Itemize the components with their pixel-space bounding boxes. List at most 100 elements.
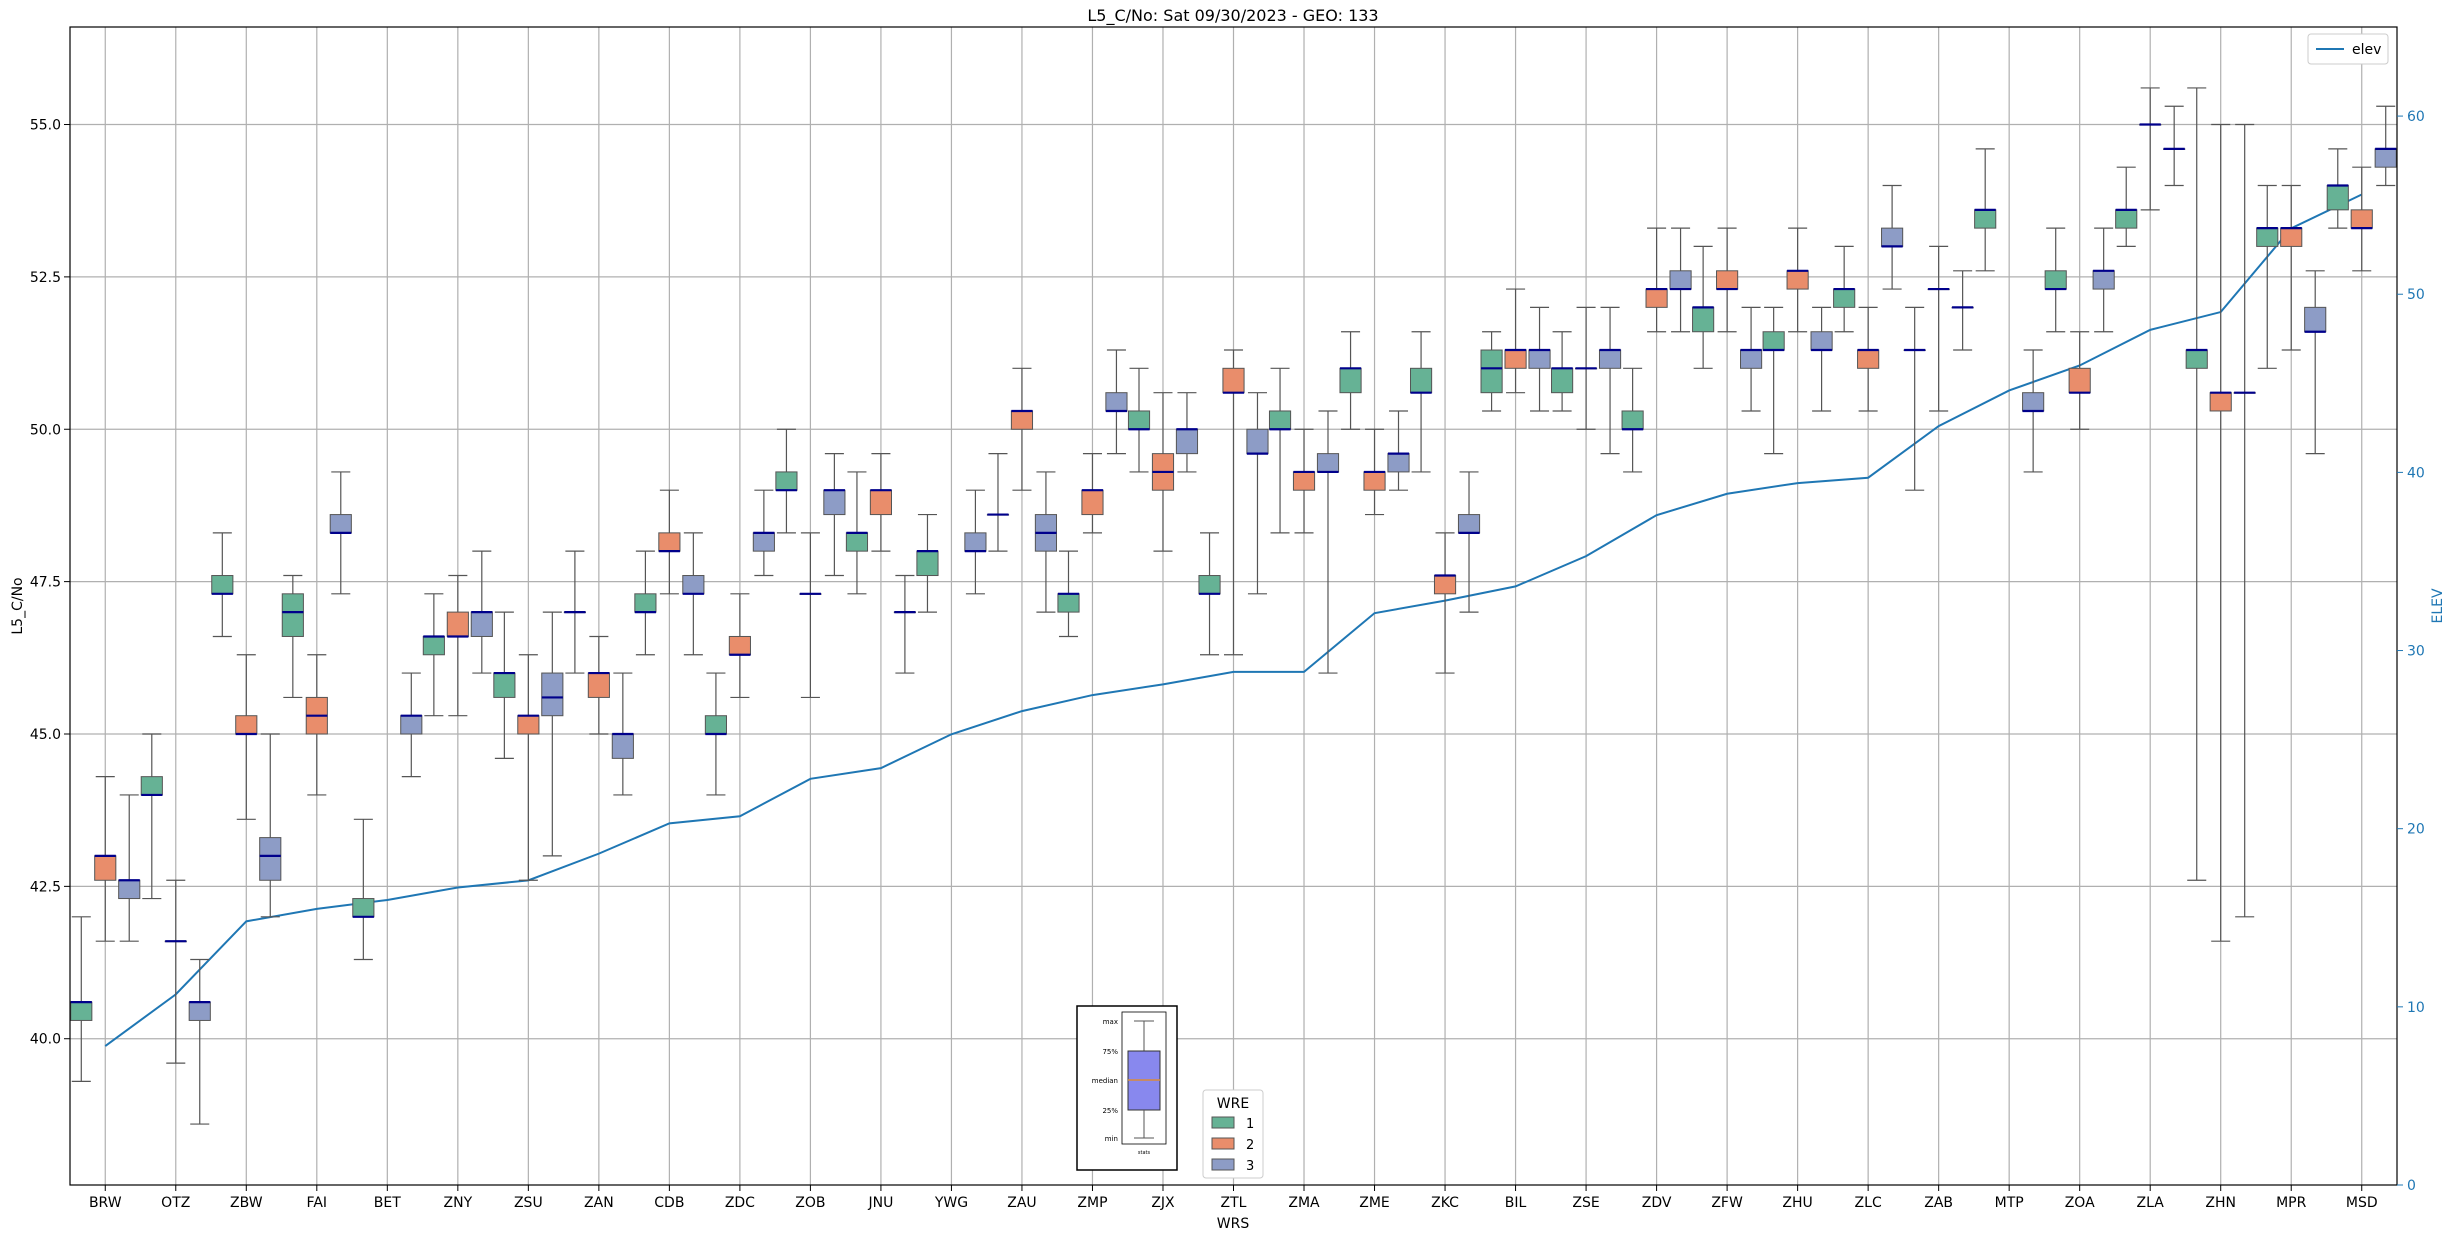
elev-line: [104, 193, 2363, 1047]
box-iqr: [634, 593, 657, 613]
box-iqr: [1316, 453, 1340, 473]
wre-legend-frame: [1202, 1089, 1264, 1179]
elev-legend-label: elev: [2352, 42, 2381, 58]
box-iqr: [1339, 367, 1362, 394]
box-iqr: [1645, 288, 1668, 308]
box-iqr: [752, 532, 775, 552]
x-tick-label: BIL: [1505, 1195, 1527, 1211]
box-iqr: [2350, 209, 2373, 229]
box-BRW-wre3: [118, 794, 141, 942]
tick-layer: BRW OTZ ZBW FAI BET ZNY ZSU ZAN CDB ZDC ZOB JNU YWG Z…: [30, 109, 2425, 1211]
box-OTZ-wre1: [140, 733, 163, 900]
box-ZMA-wre3: [1316, 410, 1340, 674]
box-iqr: [140, 776, 163, 796]
box-iqr: [2304, 306, 2327, 333]
box-ZAN-wre2: [587, 635, 610, 735]
inset-frame: [1076, 1005, 1178, 1171]
y2-tick-label: 40: [2407, 465, 2425, 481]
box-iqr: [1010, 410, 1034, 430]
box-ZOB-wre1: [775, 428, 798, 534]
box-ZLA-wre3: [2163, 105, 2186, 187]
y2-tick-label: 50: [2407, 287, 2425, 303]
inset-label-min: min: [1105, 1135, 1118, 1143]
x-tick-label: ZMA: [1288, 1195, 1320, 1211]
y2-tick-label: 0: [2407, 1178, 2416, 1194]
box-iqr: [1081, 489, 1104, 516]
box-ZLA-wre2: [2139, 87, 2162, 211]
box-iqr: [964, 532, 987, 552]
box-ZFW-wre3: [1740, 306, 1763, 412]
box-iqr: [1833, 288, 1856, 308]
wre-legend-swatch-3: [1211, 1158, 1235, 1171]
box-iqr: [259, 837, 282, 881]
x-tick-label: ZKC: [1431, 1195, 1459, 1211]
box-FAI-wre3: [329, 471, 352, 595]
inset-label-q3: 75%: [1102, 1048, 1118, 1056]
box-iqr: [235, 715, 258, 735]
box-ZSU-wre3: [541, 611, 564, 857]
box-BIL-wre1: [1480, 331, 1503, 412]
box-iqr: [1363, 471, 1386, 491]
box-iqr: [1716, 270, 1739, 290]
box-iqr: [1810, 331, 1833, 351]
box-ZTL-wre1: [1198, 532, 1221, 656]
box-iqr: [682, 575, 705, 595]
chart-title: L5_C/No: Sat 09/30/2023 - GEO: 133: [1087, 6, 1378, 26]
box-iqr: [1528, 349, 1551, 369]
box-ZNY-wre3: [470, 550, 493, 674]
x-tick-label: ZLC: [1855, 1195, 1882, 1211]
box-CDB-wre2: [658, 489, 681, 595]
box-iqr: [658, 532, 681, 552]
box-MPR-wre1: [2256, 184, 2279, 369]
box-ZHU-wre3: [1810, 306, 1833, 412]
inset-label-q1: 25%: [1102, 1107, 1118, 1115]
x-tick-label: ZSU: [514, 1195, 543, 1211]
box-iqr: [493, 672, 516, 698]
x-tick-label: ZFW: [1711, 1195, 1743, 1211]
box-BIL-wre2: [1504, 288, 1527, 394]
box-iqr: [869, 489, 893, 516]
box-iqr: [1692, 306, 1715, 333]
box-ZHU-wre1: [1762, 306, 1785, 455]
x-tick-label: ZSE: [1572, 1195, 1599, 1211]
box-MSD-wre3: [2374, 105, 2397, 187]
box-MSD-wre2: [2350, 166, 2373, 272]
box-BIL-wre3: [1528, 306, 1551, 412]
box-iqr: [587, 672, 610, 698]
wre-legend-title: WRE: [1217, 1096, 1249, 1112]
box-ZOB-wre2: [799, 532, 822, 699]
x-tick-label: ZMP: [1077, 1195, 1107, 1211]
x-tick-label: ZDC: [725, 1195, 755, 1211]
x-tick-label: ZNY: [444, 1195, 473, 1211]
wre-legend-label-3: 3: [1246, 1159, 1254, 1174]
x-tick-label: OTZ: [161, 1195, 190, 1211]
box-BET-wre3: [400, 672, 423, 778]
box-ZAB-wre3: [1951, 270, 1974, 351]
box-ZNY-wre1: [422, 593, 445, 717]
box-ZMA-wre2: [1292, 428, 1316, 534]
box-OTZ-wre2: [164, 879, 187, 1064]
box-iqr: [281, 593, 304, 637]
box-ZOA-wre3: [2092, 227, 2115, 333]
box-iqr: [2092, 270, 2115, 290]
box-iqr: [70, 1001, 93, 1021]
box-ZHN-wre3: [2233, 123, 2256, 918]
box-ZDV-wre1: [1621, 367, 1644, 473]
inset-label-max: max: [1103, 1018, 1118, 1026]
x-tick-label: YWG: [934, 1195, 968, 1211]
x-tick-label: BRW: [89, 1195, 122, 1211]
box-iqr: [2209, 392, 2232, 412]
box-iqr: [1409, 367, 1433, 394]
box-ZLC-wre2: [1857, 306, 1880, 412]
box-ZTL-wre3: [1246, 392, 1269, 595]
box-iqr: [470, 611, 493, 637]
box-ZSU-wre1: [493, 611, 516, 759]
box-iqr: [1621, 410, 1644, 430]
x-tick-label: ZBW: [230, 1195, 263, 1211]
wre-legend-swatch-2: [1211, 1137, 1235, 1150]
x-tick-label: ZME: [1359, 1195, 1390, 1211]
x-tick-label: JNU: [867, 1195, 893, 1211]
wre-legend-label-2: 2: [1246, 1138, 1254, 1153]
box-ZDV-wre2: [1645, 227, 1668, 333]
